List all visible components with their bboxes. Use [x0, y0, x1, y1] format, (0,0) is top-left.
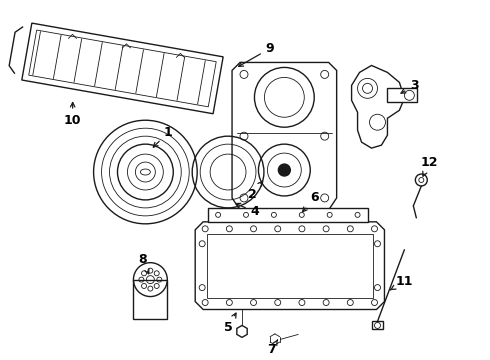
- Polygon shape: [388, 88, 417, 102]
- Text: 8: 8: [138, 253, 149, 274]
- Polygon shape: [371, 321, 384, 329]
- Text: 4: 4: [236, 203, 259, 219]
- Text: 6: 6: [302, 192, 319, 212]
- Circle shape: [278, 164, 290, 176]
- Text: 5: 5: [224, 313, 236, 334]
- Polygon shape: [237, 325, 247, 337]
- Polygon shape: [29, 30, 216, 107]
- Text: 7: 7: [268, 340, 277, 356]
- Bar: [207, 234, 372, 298]
- Text: 2: 2: [247, 181, 262, 202]
- Text: 11: 11: [391, 275, 413, 290]
- Text: 1: 1: [153, 126, 172, 147]
- Text: 12: 12: [420, 156, 438, 176]
- Bar: [208, 208, 368, 222]
- Polygon shape: [195, 222, 385, 310]
- Text: 3: 3: [401, 79, 418, 93]
- Polygon shape: [22, 23, 223, 114]
- Bar: [133, 280, 167, 319]
- Text: 10: 10: [64, 103, 81, 127]
- Polygon shape: [232, 62, 337, 210]
- Text: 9: 9: [239, 42, 274, 66]
- Polygon shape: [352, 66, 404, 148]
- Ellipse shape: [141, 169, 150, 175]
